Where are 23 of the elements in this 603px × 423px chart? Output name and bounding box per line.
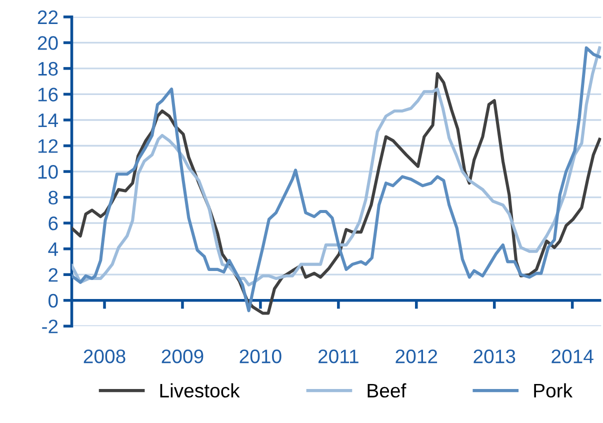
y-tick-label: -2 — [42, 320, 58, 334]
y-tick-label: 4 — [48, 242, 58, 256]
x-tick-label: 2008 — [84, 349, 126, 364]
x-tick-label: 2012 — [396, 349, 438, 364]
x-tick-label: 2011 — [318, 349, 358, 364]
y-tick-label: 6 — [48, 216, 58, 230]
y-tick-label: 20 — [38, 36, 58, 50]
y-tick-label: 16 — [38, 88, 58, 102]
y-tick-label: 2 — [48, 268, 58, 282]
x-tick-label: 2014 — [552, 349, 594, 364]
y-tick-label: 0 — [48, 294, 58, 308]
y-tick-label: 14 — [38, 114, 58, 128]
y-tick-label: 8 — [48, 190, 58, 205]
y-tick-label: 22 — [38, 10, 58, 24]
x-tick-label: 2009 — [162, 349, 204, 364]
x-tick-label: 2013 — [474, 349, 516, 364]
y-tick-label: 10 — [38, 164, 58, 179]
x-tick-label: 2010 — [240, 349, 282, 364]
legend-label: Pork — [534, 383, 573, 398]
y-tick-label: 12 — [38, 139, 58, 153]
legend-label: Beef — [368, 383, 406, 398]
y-tick-label: 18 — [38, 62, 58, 76]
legend-label: Livestock — [160, 383, 240, 398]
